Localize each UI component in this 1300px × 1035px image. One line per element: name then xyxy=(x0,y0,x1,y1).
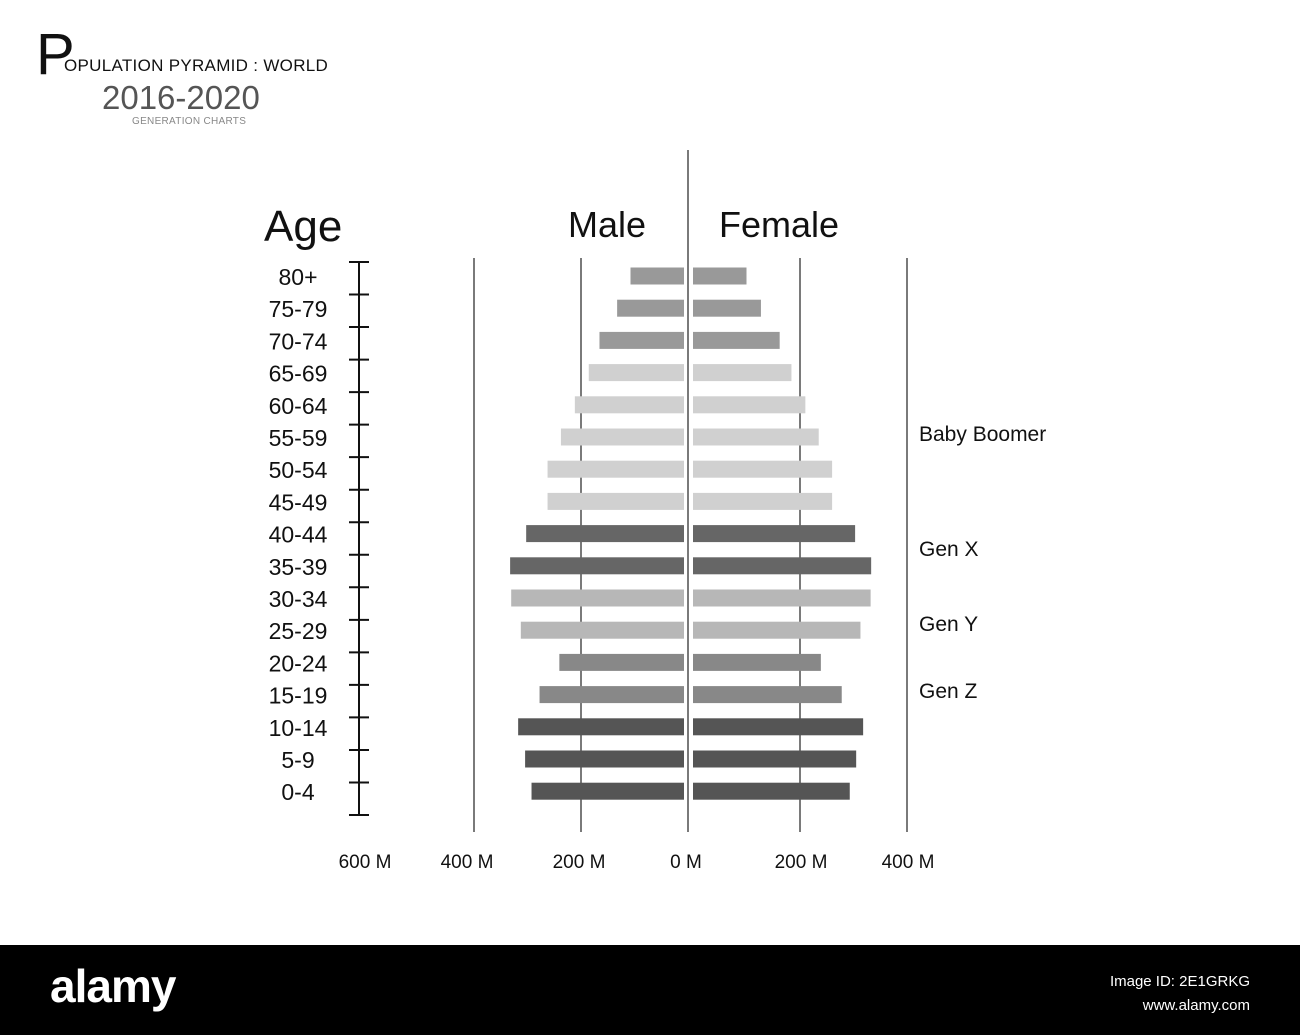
female-bar xyxy=(693,653,821,671)
footer-logo: alamy xyxy=(50,960,176,1012)
female-bar xyxy=(693,621,861,639)
female-bar xyxy=(693,686,842,704)
age-group-label: 0-4 xyxy=(281,779,314,805)
male-bar xyxy=(574,396,684,414)
gridlines xyxy=(473,150,908,832)
chart-subtitle: GENERATION CHARTS xyxy=(132,116,247,127)
age-group-label: 10-14 xyxy=(269,715,328,741)
x-tick-label: 600 M xyxy=(339,852,392,873)
female-bar xyxy=(693,589,871,607)
generation-label: Gen Y xyxy=(919,613,978,636)
female-bar xyxy=(693,750,857,768)
age-group-label: 55-59 xyxy=(269,425,328,451)
bars-group xyxy=(510,267,872,800)
female-bar xyxy=(693,299,761,317)
male-bar xyxy=(588,364,684,382)
female-bar xyxy=(693,525,856,543)
x-tick-label: 200 M xyxy=(553,852,606,873)
labels-group: Age Male Female 80+ 75-79 70-74 65-69 60-64 55-5… xyxy=(264,202,1046,873)
x-tick-label: 0 M xyxy=(670,852,702,873)
male-bar xyxy=(525,750,684,768)
female-series-label: Female xyxy=(719,204,839,245)
age-group-label: 50-54 xyxy=(269,457,328,483)
male-bar xyxy=(520,621,684,639)
male-bar xyxy=(559,653,684,671)
male-bar xyxy=(630,267,684,285)
male-bar xyxy=(547,492,684,510)
age-group-label: 35-39 xyxy=(269,554,328,580)
age-group-label: 75-79 xyxy=(269,296,328,322)
age-group-label: 80+ xyxy=(278,264,317,290)
age-group-label: 45-49 xyxy=(269,489,328,515)
female-bar xyxy=(693,557,872,575)
age-group-label: 25-29 xyxy=(269,618,328,644)
age-group-label: 5-9 xyxy=(281,747,314,773)
age-group-label: 65-69 xyxy=(269,361,328,387)
female-bar xyxy=(693,428,819,446)
footer-bar: alamy Image ID: 2E1GRKG www.alamy.com xyxy=(0,945,1300,1035)
female-bar xyxy=(693,364,792,382)
age-group-label: 30-34 xyxy=(269,586,328,612)
female-bar xyxy=(693,718,864,736)
male-bar xyxy=(560,428,684,446)
age-axis xyxy=(349,261,369,816)
male-bar xyxy=(539,686,684,704)
age-group-label: 15-19 xyxy=(269,683,328,709)
male-bar xyxy=(511,589,684,607)
age-axis-title: Age xyxy=(264,202,342,251)
chart-title: OPULATION PYRAMID : WORLD xyxy=(64,56,329,75)
chart-title-initial: P xyxy=(36,22,75,87)
generation-label: Baby Boomer xyxy=(919,423,1046,446)
population-pyramid-chart: Age Male Female 80+ 75-79 70-74 65-69 60-64 55-5… xyxy=(264,150,1046,873)
male-bar xyxy=(599,331,684,349)
generation-label: Gen X xyxy=(919,538,979,561)
age-group-label: 40-44 xyxy=(269,522,328,548)
age-group-label: 20-24 xyxy=(269,650,328,676)
age-group-label: 70-74 xyxy=(269,328,328,354)
male-bar xyxy=(510,557,684,575)
chart-title-block: P OPULATION PYRAMID : WORLD 2016-2020 GE… xyxy=(36,24,356,134)
male-bar xyxy=(547,460,684,478)
x-tick-label: 400 M xyxy=(441,852,494,873)
female-bar xyxy=(693,492,833,510)
age-group-label: 60-64 xyxy=(269,393,328,419)
x-tick-label: 400 M xyxy=(882,852,935,873)
chart-years: 2016-2020 xyxy=(102,79,260,116)
footer-image-id: Image ID: 2E1GRKG xyxy=(1109,973,1250,990)
male-bar xyxy=(526,525,684,543)
footer-url: www.alamy.com xyxy=(1142,997,1250,1014)
female-bar xyxy=(693,396,806,414)
male-bar xyxy=(518,718,684,736)
female-bar xyxy=(693,460,833,478)
female-bar xyxy=(693,267,747,285)
female-bar xyxy=(693,782,850,800)
x-tick-label: 200 M xyxy=(775,852,828,873)
generation-label: Gen Z xyxy=(919,680,978,703)
male-series-label: Male xyxy=(568,204,646,245)
male-bar xyxy=(617,299,684,317)
female-bar xyxy=(693,331,780,349)
male-bar xyxy=(531,782,684,800)
